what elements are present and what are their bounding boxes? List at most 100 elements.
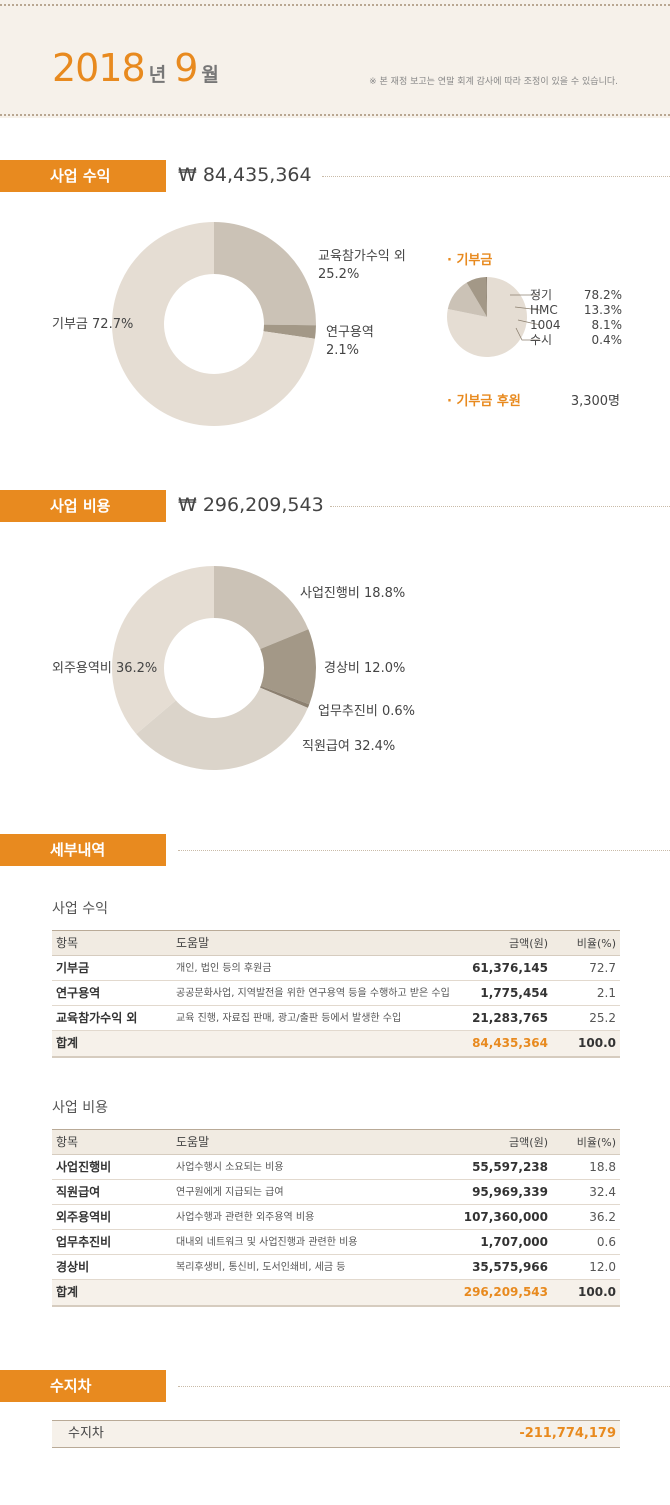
expense-label-salary: 직원급여 32.4%	[302, 738, 395, 756]
expense-label-operation-name: 사업진행비	[300, 586, 360, 601]
sponsor-label: · 기부금 후원	[447, 394, 521, 409]
cell-desc: 연구원에게 지급되는 급여	[176, 1187, 284, 1198]
expense-label-salary-name: 직원급여	[302, 739, 350, 754]
revenue-section-title: 사업 수익	[0, 160, 166, 192]
table-header-row: 항목 도움말 금액(원) 비율(%)	[52, 1130, 620, 1155]
revenue-label-donation-name: 기부금	[52, 317, 88, 332]
expense-section-title: 사업 비용	[0, 490, 166, 522]
expense-label-operation: 사업진행비 18.8%	[300, 585, 405, 603]
total-item: 합계	[56, 1036, 79, 1050]
table-row: 사업진행비 사업수행시 소요되는 비용 55,597,238 18.8	[52, 1155, 620, 1180]
table-row: 외주용역비 사업수행과 관련한 외주용역 비용 107,360,000 36.2	[52, 1205, 620, 1230]
cell-rate: 36.2	[589, 1210, 616, 1224]
revenue-slice-1	[263, 324, 316, 339]
header-item: 항목	[56, 936, 79, 950]
cell-item: 연구용역	[56, 986, 101, 1000]
revenue-slice-0	[214, 222, 316, 326]
expense-slice-2	[260, 685, 310, 708]
cell-item: 업무추진비	[56, 1235, 112, 1249]
donation-leader-line-3	[515, 327, 540, 341]
expense-donut-chart	[112, 566, 316, 770]
year-number: 2018	[52, 46, 146, 90]
expense-label-operation-value: 18.8%	[363, 586, 406, 601]
balance-divider	[178, 1386, 670, 1387]
table-row: 직원급여 연구원에게 지급되는 급여 95,969,339 32.4	[52, 1180, 620, 1205]
cell-desc: 공공문화사업, 지역발전을 위한 연구용역 등을 수행하고 받은 수입	[176, 988, 450, 999]
report-header: 2018 년 9 월 ※ 본 재정 보고는 연말 회계 감사에 따라 조정이 있을 수…	[0, 0, 670, 118]
header-rate: 비율(%)	[576, 1136, 616, 1149]
revenue-label-research: 연구용역 2.1%	[326, 324, 374, 360]
expense-total: ₩ 296,209,543	[178, 494, 324, 516]
sponsor-count: 3,300명	[570, 394, 620, 409]
total-rate: 100.0	[578, 1036, 616, 1050]
revenue-label-research-name: 연구용역	[326, 325, 374, 340]
balance-row: 수지차 -211,774,179	[52, 1420, 620, 1448]
expense-label-overhead-value: 12.0%	[364, 661, 406, 676]
expense-label-outsourcing: 외주용역비 36.2%	[52, 660, 157, 678]
donation-leader-line-2	[517, 319, 541, 326]
revenue-label-education-value: 25.2%	[318, 267, 360, 282]
legend-value: 78.2%	[583, 288, 622, 302]
cell-item: 직원급여	[56, 1185, 101, 1199]
cell-rate: 72.7	[589, 961, 616, 975]
revenue-label-education-name: 교육참가수익 외	[318, 249, 406, 264]
expense-label-business-value: 0.6%	[381, 704, 415, 719]
cell-item: 사업진행비	[56, 1160, 112, 1174]
table-header-row: 항목 도움말 금액(원) 비율(%)	[52, 931, 620, 956]
cell-rate: 0.6	[596, 1235, 616, 1249]
table-row: 경상비 복리후생비, 통신비, 도서인쇄비, 세금 등 35,575,966 1…	[52, 1255, 620, 1280]
cell-amount: 55,597,238	[472, 1160, 548, 1174]
revenue-table: 항목 도움말 금액(원) 비율(%) 기부금 개인, 법인 등의 후원금 61,…	[52, 930, 620, 1058]
cell-item: 기부금	[56, 961, 90, 975]
cell-amount: 61,376,145	[472, 961, 548, 975]
donation-subtitle: · 기부금	[447, 253, 493, 268]
expense-slice-4	[112, 566, 214, 734]
details-section-title: 세부내역	[0, 834, 166, 866]
donation-slice-3	[485, 277, 487, 317]
cell-amount: 21,283,765	[472, 1011, 548, 1025]
balance-label: 수지차	[68, 1426, 104, 1441]
cell-desc: 개인, 법인 등의 후원금	[176, 963, 272, 974]
expense-table: 항목 도움말 금액(원) 비율(%) 사업진행비 사업수행시 소요되는 비용 5…	[52, 1129, 620, 1307]
table-row: 기부금 개인, 법인 등의 후원금 61,376,145 72.7	[52, 956, 620, 981]
expense-divider	[330, 506, 670, 507]
audit-notice: ※ 본 재정 보고는 연말 회계 감사에 따라 조정이 있을 수 있습니다.	[369, 77, 618, 87]
expense-slice-0	[214, 566, 309, 650]
table-row: 연구용역 공공문화사업, 지역발전을 위한 연구용역 등을 수행하고 받은 수입…	[52, 981, 620, 1006]
revenue-divider	[322, 176, 670, 177]
header-dotted-line-top	[0, 4, 670, 6]
month-number: 9	[174, 46, 198, 90]
expense-label-business: 업무추진비 0.6%	[318, 703, 415, 721]
expense-label-outsourcing-name: 외주용역비	[52, 661, 112, 676]
revenue-label-education: 교육참가수익 외 25.2%	[318, 248, 406, 284]
revenue-label-donation: 기부금 72.7%	[52, 316, 133, 334]
cell-desc: 대내외 네트워크 및 사업진행과 관련한 비용	[176, 1237, 358, 1248]
revenue-slice-2	[112, 222, 315, 426]
cell-desc: 복리후생비, 통신비, 도서인쇄비, 세금 등	[176, 1262, 346, 1273]
legend-name: 정기	[530, 288, 553, 302]
revenue-total: ₩ 84,435,364	[178, 164, 312, 186]
header-desc: 도움말	[176, 1135, 210, 1149]
legend-value: 0.4%	[591, 333, 623, 347]
cell-desc: 교육 진행, 자료집 판매, 광고/출판 등에서 발생한 수입	[176, 1013, 402, 1024]
cell-item: 경상비	[56, 1260, 90, 1274]
legend-name: 1004	[530, 318, 561, 332]
total-amount: 296,209,543	[463, 1285, 548, 1299]
table-row: 교육참가수익 외 교육 진행, 자료집 판매, 광고/출판 등에서 발생한 수입…	[52, 1006, 620, 1031]
header-rate: 비율(%)	[576, 937, 616, 950]
cell-rate: 12.0	[589, 1260, 616, 1274]
month-unit: 월	[201, 64, 219, 86]
cell-desc: 사업수행시 소요되는 비용	[176, 1162, 284, 1173]
table-row: 업무추진비 대내외 네트워크 및 사업진행과 관련한 비용 1,707,000 …	[52, 1230, 620, 1255]
legend-name: HMC	[530, 303, 558, 317]
cell-amount: 95,969,339	[472, 1185, 548, 1199]
total-rate: 100.0	[578, 1285, 616, 1299]
cell-rate: 25.2	[589, 1011, 616, 1025]
donation-slice-1	[447, 282, 487, 317]
revenue-label-research-value: 2.1%	[326, 343, 360, 358]
expense-label-outsourcing-value: 36.2%	[115, 661, 158, 676]
expense-table-title: 사업 비용	[52, 1100, 108, 1116]
expense-slice-3	[136, 687, 308, 770]
expense-label-salary-value: 32.4%	[353, 739, 396, 754]
legend-name: 수시	[530, 333, 553, 347]
